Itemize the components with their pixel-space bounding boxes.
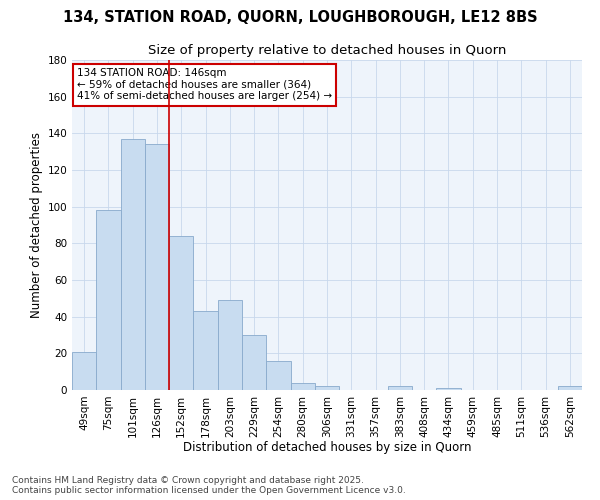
Bar: [436, 388, 461, 390]
Bar: [218, 300, 242, 390]
Bar: [266, 360, 290, 390]
Title: Size of property relative to detached houses in Quorn: Size of property relative to detached ho…: [148, 44, 506, 58]
Bar: [169, 236, 193, 390]
Bar: [315, 386, 339, 390]
Bar: [72, 352, 96, 390]
Bar: [145, 144, 169, 390]
Text: 134, STATION ROAD, QUORN, LOUGHBOROUGH, LE12 8BS: 134, STATION ROAD, QUORN, LOUGHBOROUGH, …: [62, 10, 538, 25]
Text: Contains HM Land Registry data © Crown copyright and database right 2025.
Contai: Contains HM Land Registry data © Crown c…: [12, 476, 406, 495]
Y-axis label: Number of detached properties: Number of detached properties: [30, 132, 43, 318]
Bar: [121, 139, 145, 390]
X-axis label: Distribution of detached houses by size in Quorn: Distribution of detached houses by size …: [183, 441, 471, 454]
Bar: [242, 335, 266, 390]
Bar: [558, 386, 582, 390]
Bar: [193, 311, 218, 390]
Bar: [290, 382, 315, 390]
Bar: [388, 386, 412, 390]
Text: 134 STATION ROAD: 146sqm
← 59% of detached houses are smaller (364)
41% of semi-: 134 STATION ROAD: 146sqm ← 59% of detach…: [77, 68, 332, 102]
Bar: [96, 210, 121, 390]
